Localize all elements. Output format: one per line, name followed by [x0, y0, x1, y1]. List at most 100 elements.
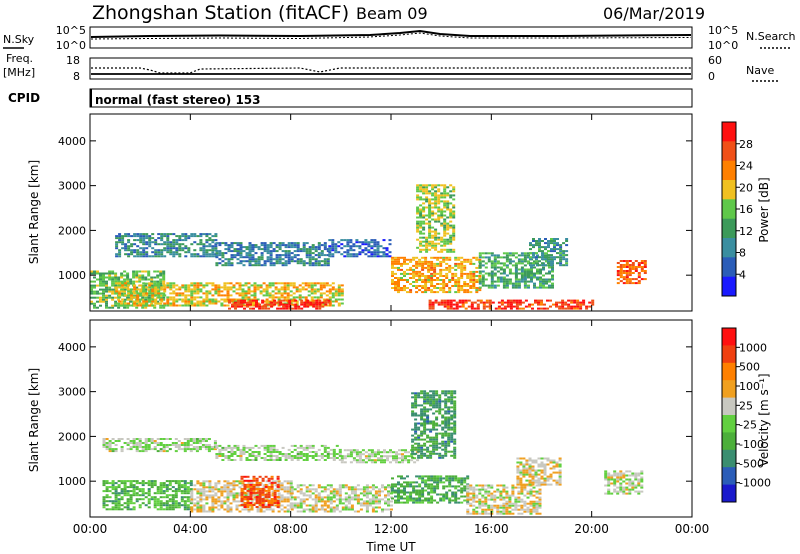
data-cell — [228, 299, 231, 302]
data-cell — [373, 245, 377, 248]
data-cell — [208, 482, 212, 485]
data-cell — [454, 491, 458, 494]
data-cell — [406, 481, 409, 484]
data-cell — [320, 500, 324, 503]
data-cell — [419, 214, 423, 217]
data-cell — [565, 264, 569, 267]
data-cell — [248, 246, 252, 249]
data-cell — [523, 268, 527, 271]
data-cell — [211, 490, 215, 493]
data-cell — [307, 294, 311, 297]
data-cell — [625, 260, 629, 262]
data-cell — [257, 264, 261, 267]
data-cell — [364, 457, 368, 460]
data-cell — [416, 210, 420, 213]
data-cell — [414, 412, 418, 415]
data-cell — [220, 494, 224, 497]
data-cell — [223, 284, 227, 287]
data-cell — [111, 506, 115, 509]
data-cell — [142, 302, 146, 305]
data-cell — [499, 256, 503, 259]
data-cell — [311, 264, 315, 267]
data-cell — [162, 508, 166, 511]
data-cell — [114, 444, 118, 446]
data-cell — [93, 280, 96, 283]
data-cell — [565, 262, 569, 265]
data-cell — [466, 272, 470, 275]
data-cell — [352, 255, 356, 258]
data-cell — [224, 262, 228, 265]
data-cell — [208, 298, 212, 301]
data-cell — [242, 446, 246, 449]
data-cell — [168, 506, 172, 509]
data-cell — [373, 453, 377, 456]
data-cell — [430, 485, 434, 488]
data-cell — [174, 504, 178, 507]
data-cell — [416, 194, 420, 197]
data-cell — [419, 220, 423, 223]
data-cell — [542, 278, 545, 281]
data-cell — [157, 290, 161, 293]
data-cell — [322, 284, 326, 287]
data-cell — [440, 250, 444, 253]
data-cell — [286, 488, 290, 491]
data-cell — [162, 270, 166, 273]
data-cell — [341, 508, 345, 511]
data-cell — [579, 307, 583, 310]
data-cell — [553, 246, 556, 249]
data-cell — [172, 290, 176, 293]
data-cell — [111, 450, 115, 453]
data-cell — [314, 250, 318, 253]
data-cell — [455, 301, 459, 304]
data-cell — [423, 424, 427, 427]
data-cell — [530, 280, 533, 283]
data-cell — [211, 506, 215, 509]
data-cell — [99, 296, 102, 299]
data-cell — [281, 258, 285, 261]
data-cell — [184, 233, 188, 236]
data-cell — [250, 506, 254, 509]
data-cell — [168, 482, 172, 485]
data-cell — [334, 290, 338, 293]
data-cell — [454, 495, 458, 498]
data-cell — [423, 402, 427, 405]
data-cell — [567, 305, 571, 308]
data-cell — [132, 440, 136, 442]
cpid-label: CPID — [8, 91, 40, 105]
data-cell — [254, 457, 258, 459]
data-cell — [401, 455, 404, 458]
data-cell — [515, 303, 519, 306]
data-cell — [153, 440, 157, 442]
data-cell — [419, 198, 423, 201]
data-cell — [547, 250, 550, 253]
data-cell — [308, 488, 312, 491]
data-cell — [248, 262, 252, 265]
data-cell — [232, 496, 236, 499]
data-cell — [409, 260, 413, 263]
data-cell — [539, 270, 542, 273]
data-cell — [278, 256, 282, 259]
data-cell — [463, 289, 467, 292]
data-cell — [211, 496, 215, 499]
data-cell — [367, 251, 371, 254]
data-cell — [460, 285, 464, 287]
data-cell — [334, 245, 338, 248]
data-cell — [226, 490, 230, 493]
data-cell — [202, 486, 206, 489]
data-cell — [257, 455, 261, 457]
data-cell — [240, 504, 244, 506]
data-cell — [378, 494, 381, 497]
data-cell — [96, 296, 99, 299]
data-cell — [482, 305, 486, 308]
data-cell — [548, 264, 551, 267]
data-cell — [245, 457, 249, 459]
data-cell — [347, 496, 351, 499]
data-cell — [567, 307, 571, 310]
data-cell — [239, 242, 243, 245]
data-cell — [270, 483, 274, 486]
freq-tick-top: 18 — [66, 54, 80, 67]
data-cell — [292, 284, 296, 287]
data-cell — [420, 430, 424, 433]
data-cell — [275, 256, 279, 259]
data-cell — [440, 216, 444, 219]
